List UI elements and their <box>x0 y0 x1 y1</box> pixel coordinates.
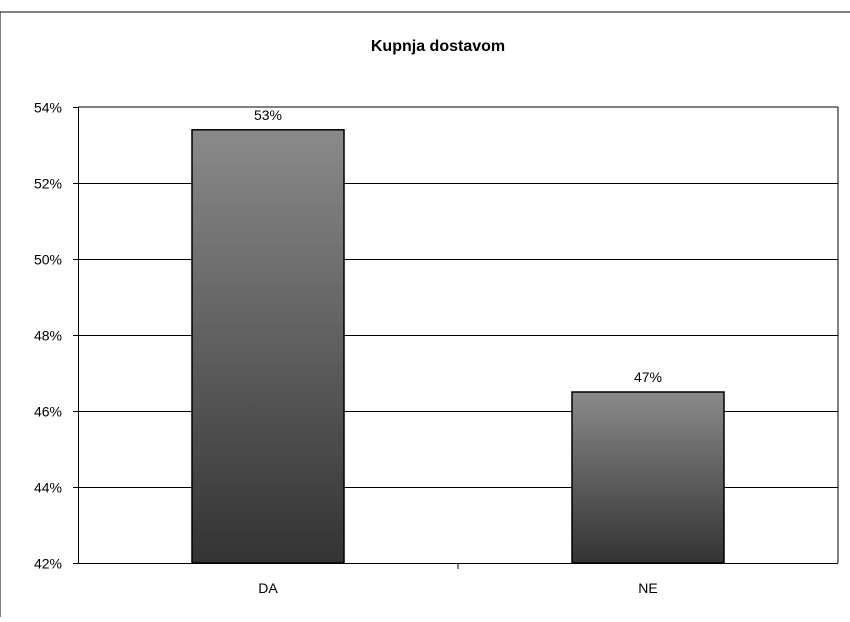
x-tick-label: NE <box>638 580 657 596</box>
y-tick-label: 48% <box>34 328 62 344</box>
x-tick-label: DA <box>258 580 278 596</box>
data-label: 53% <box>254 107 282 123</box>
bars <box>191 129 725 564</box>
y-tick-label: 50% <box>34 252 62 268</box>
y-tick-label: 54% <box>34 100 62 116</box>
axes <box>73 107 838 569</box>
bar-da <box>191 129 345 564</box>
y-tick-label: 46% <box>34 404 62 420</box>
data-label: 47% <box>634 369 662 385</box>
y-tick-label: 52% <box>34 176 62 192</box>
labels: 42% 44% 46% 48% 50% 52% 54% 53% DA 47% NE <box>34 100 662 597</box>
y-tick-label: 44% <box>34 480 62 496</box>
chart-title: Kupnja dostavom <box>371 38 505 55</box>
bar-ne <box>571 391 725 564</box>
y-tick-label: 42% <box>34 556 62 572</box>
